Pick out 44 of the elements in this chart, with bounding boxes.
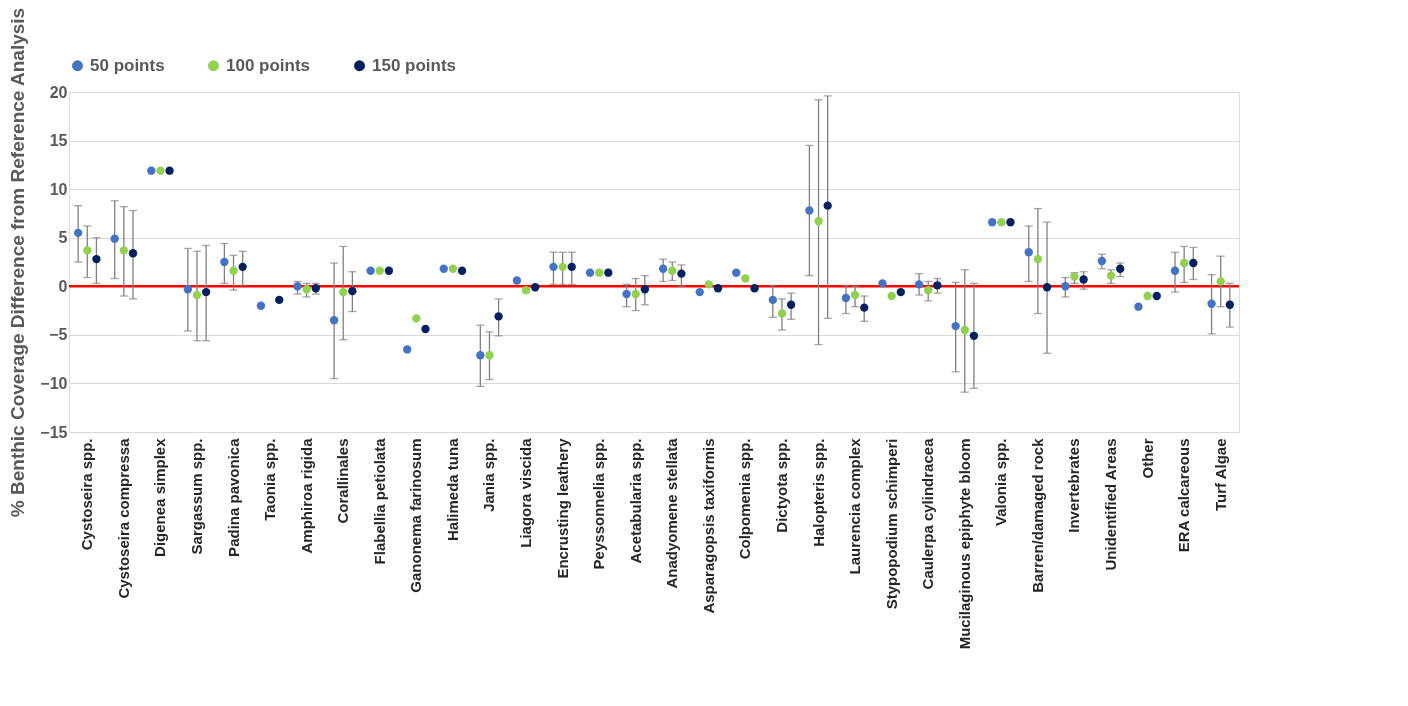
- x-tick-label: Cystoseira spp.: [78, 438, 96, 551]
- x-tick-label: Anadyomene stellata: [663, 437, 681, 589]
- x-tick-label: Invertebrates: [1065, 438, 1083, 533]
- y-tick-label: 15: [49, 132, 68, 150]
- x-tick-label: ERA calcareous: [1175, 438, 1193, 553]
- x-tick-label: Padina pavonica: [224, 437, 242, 557]
- legend-label: 100 points: [226, 55, 311, 75]
- y-tick-label: 10: [49, 180, 68, 198]
- x-tick-label: Liagora viscida: [517, 437, 535, 548]
- x-tick-label: Barren/damaged rock: [1028, 437, 1046, 593]
- x-tick-label: Dictyota spp.: [772, 438, 790, 533]
- x-tick-label: Halimeda tuna: [443, 437, 461, 542]
- legend-label: 150 points: [372, 55, 457, 75]
- x-tick-label: Cystoseira compressa: [114, 437, 132, 599]
- x-tick-label: Halopteris spp.: [809, 438, 827, 547]
- legend-label: 50 points: [90, 55, 165, 75]
- x-tick-label: Turf Algae: [1211, 438, 1229, 512]
- x-tick-label: Digenea simplex: [151, 437, 169, 557]
- y-tick-label: −5: [49, 326, 68, 344]
- x-tick-label: Sargassum spp.: [187, 438, 205, 555]
- y-tick-label: 0: [58, 277, 68, 295]
- y-axis-title: % Benthic Coverage Difference from Reference Analysis: [7, 7, 29, 518]
- x-tick-label: Laurencia complex: [846, 437, 864, 575]
- x-tick-label: Peyssonnelia spp.: [590, 438, 608, 570]
- x-tick-label: Asparagopsis taxiformis: [699, 438, 717, 614]
- x-tick-label: Other: [1138, 438, 1156, 479]
- x-tick-label: Unidentified Areas: [1102, 438, 1120, 571]
- x-tick-label: Corallinales: [334, 438, 352, 524]
- x-tick-label: Amphiroa rigida: [297, 437, 315, 554]
- x-tick-label: Mucilaginous epiphyte bloom: [955, 438, 973, 650]
- y-tick-label: 20: [49, 83, 68, 101]
- x-tick-label: Stypopodium schimperi: [882, 438, 900, 610]
- x-tick-label: Acetabularia spp.: [626, 438, 644, 564]
- y-tick-label: −15: [40, 423, 68, 441]
- y-tick-label: 5: [58, 229, 68, 247]
- x-tick-label: Flabellia petiolata: [370, 437, 388, 565]
- x-tick-label: Jania spp.: [480, 438, 498, 512]
- x-tick-label: Colpomenia spp.: [736, 438, 754, 560]
- x-tick-label: Encrusting leathery: [553, 437, 571, 579]
- x-tick-label: Valonia spp.: [992, 438, 1010, 527]
- x-tick-label: Caulerpa cylindracea: [919, 437, 937, 590]
- y-tick-label: −10: [40, 374, 68, 392]
- x-tick-label: Taonia spp.: [261, 438, 279, 521]
- x-tick-label: Ganonema farinosum: [407, 438, 425, 593]
